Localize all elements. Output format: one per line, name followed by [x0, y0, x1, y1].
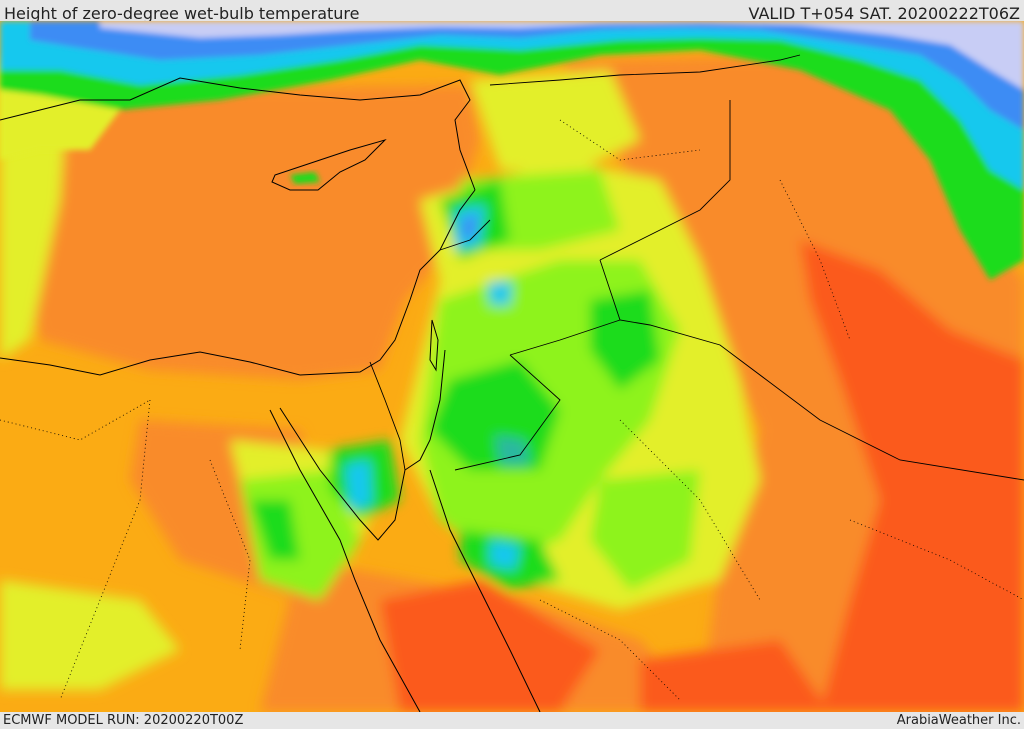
gulf-of-suez-west	[269, 409, 421, 712]
field-green-jordan	[430, 360, 560, 470]
field-lime-arabia	[590, 470, 700, 590]
footer-bar: ECMWF MODEL RUN: 20200220T00Z ArabiaWeat…	[0, 712, 1024, 729]
map-title: Height of zero-degree wet-bulb temperatu…	[4, 4, 360, 23]
cyprus-cold-spot	[290, 172, 320, 184]
field-yellow-egypt-south	[0, 580, 180, 690]
weather-map	[0, 21, 1024, 712]
field-green-east	[590, 290, 660, 390]
country-borders	[369, 54, 1024, 481]
map-canvas	[0, 21, 1024, 712]
jordan-south-border	[454, 354, 561, 471]
province-borders	[0, 119, 1024, 701]
egypt-north-coast	[0, 351, 301, 376]
field-green-egypt	[250, 500, 300, 560]
valid-time: VALID T+054 SAT. 20200222T06Z	[748, 4, 1020, 23]
gulf-of-suez-east	[279, 407, 406, 541]
field-red-south	[640, 640, 830, 712]
arabia-red-sea-coast	[429, 469, 541, 712]
header-bar: Height of zero-degree wet-bulb temperatu…	[0, 0, 1024, 23]
lebanon-syria-border	[439, 219, 491, 251]
field-teal-jordan	[495, 435, 530, 465]
band-yellow-northwest	[0, 90, 120, 160]
band-cyan-north	[0, 21, 1024, 190]
province-line-7	[0, 399, 151, 441]
gulf-of-aqaba	[404, 349, 446, 471]
egypt-israel-border	[369, 361, 406, 471]
credit-label: ArabiaWeather Inc.	[896, 713, 1021, 728]
band-lavender-north	[100, 21, 1024, 90]
field-blue-lebanon	[462, 215, 478, 240]
turkey-south-coast	[0, 77, 476, 191]
model-run: ECMWF MODEL RUN: 20200220T00Z	[3, 713, 244, 728]
field-cyan-golan	[488, 282, 512, 305]
levant-coast	[299, 189, 476, 376]
syria-turkey-border	[489, 54, 801, 86]
northern-cold-band	[0, 21, 1024, 280]
band-green-north	[0, 21, 1024, 280]
field-yellow-turkey-se	[470, 70, 640, 170]
jordan-saudi-border	[509, 319, 621, 356]
band-blue-north	[30, 21, 1024, 130]
field-cyan-south	[490, 540, 520, 570]
province-line-5	[559, 119, 701, 161]
province-line-2	[209, 459, 251, 651]
coastlines	[0, 77, 541, 712]
field-cyan-sinai	[345, 460, 372, 510]
field-red-arabia	[800, 240, 1024, 712]
syria-iraq-border	[599, 100, 731, 261]
dead-sea	[429, 319, 439, 372]
field-red-redsea	[380, 580, 600, 712]
contour-fields	[0, 55, 1024, 712]
